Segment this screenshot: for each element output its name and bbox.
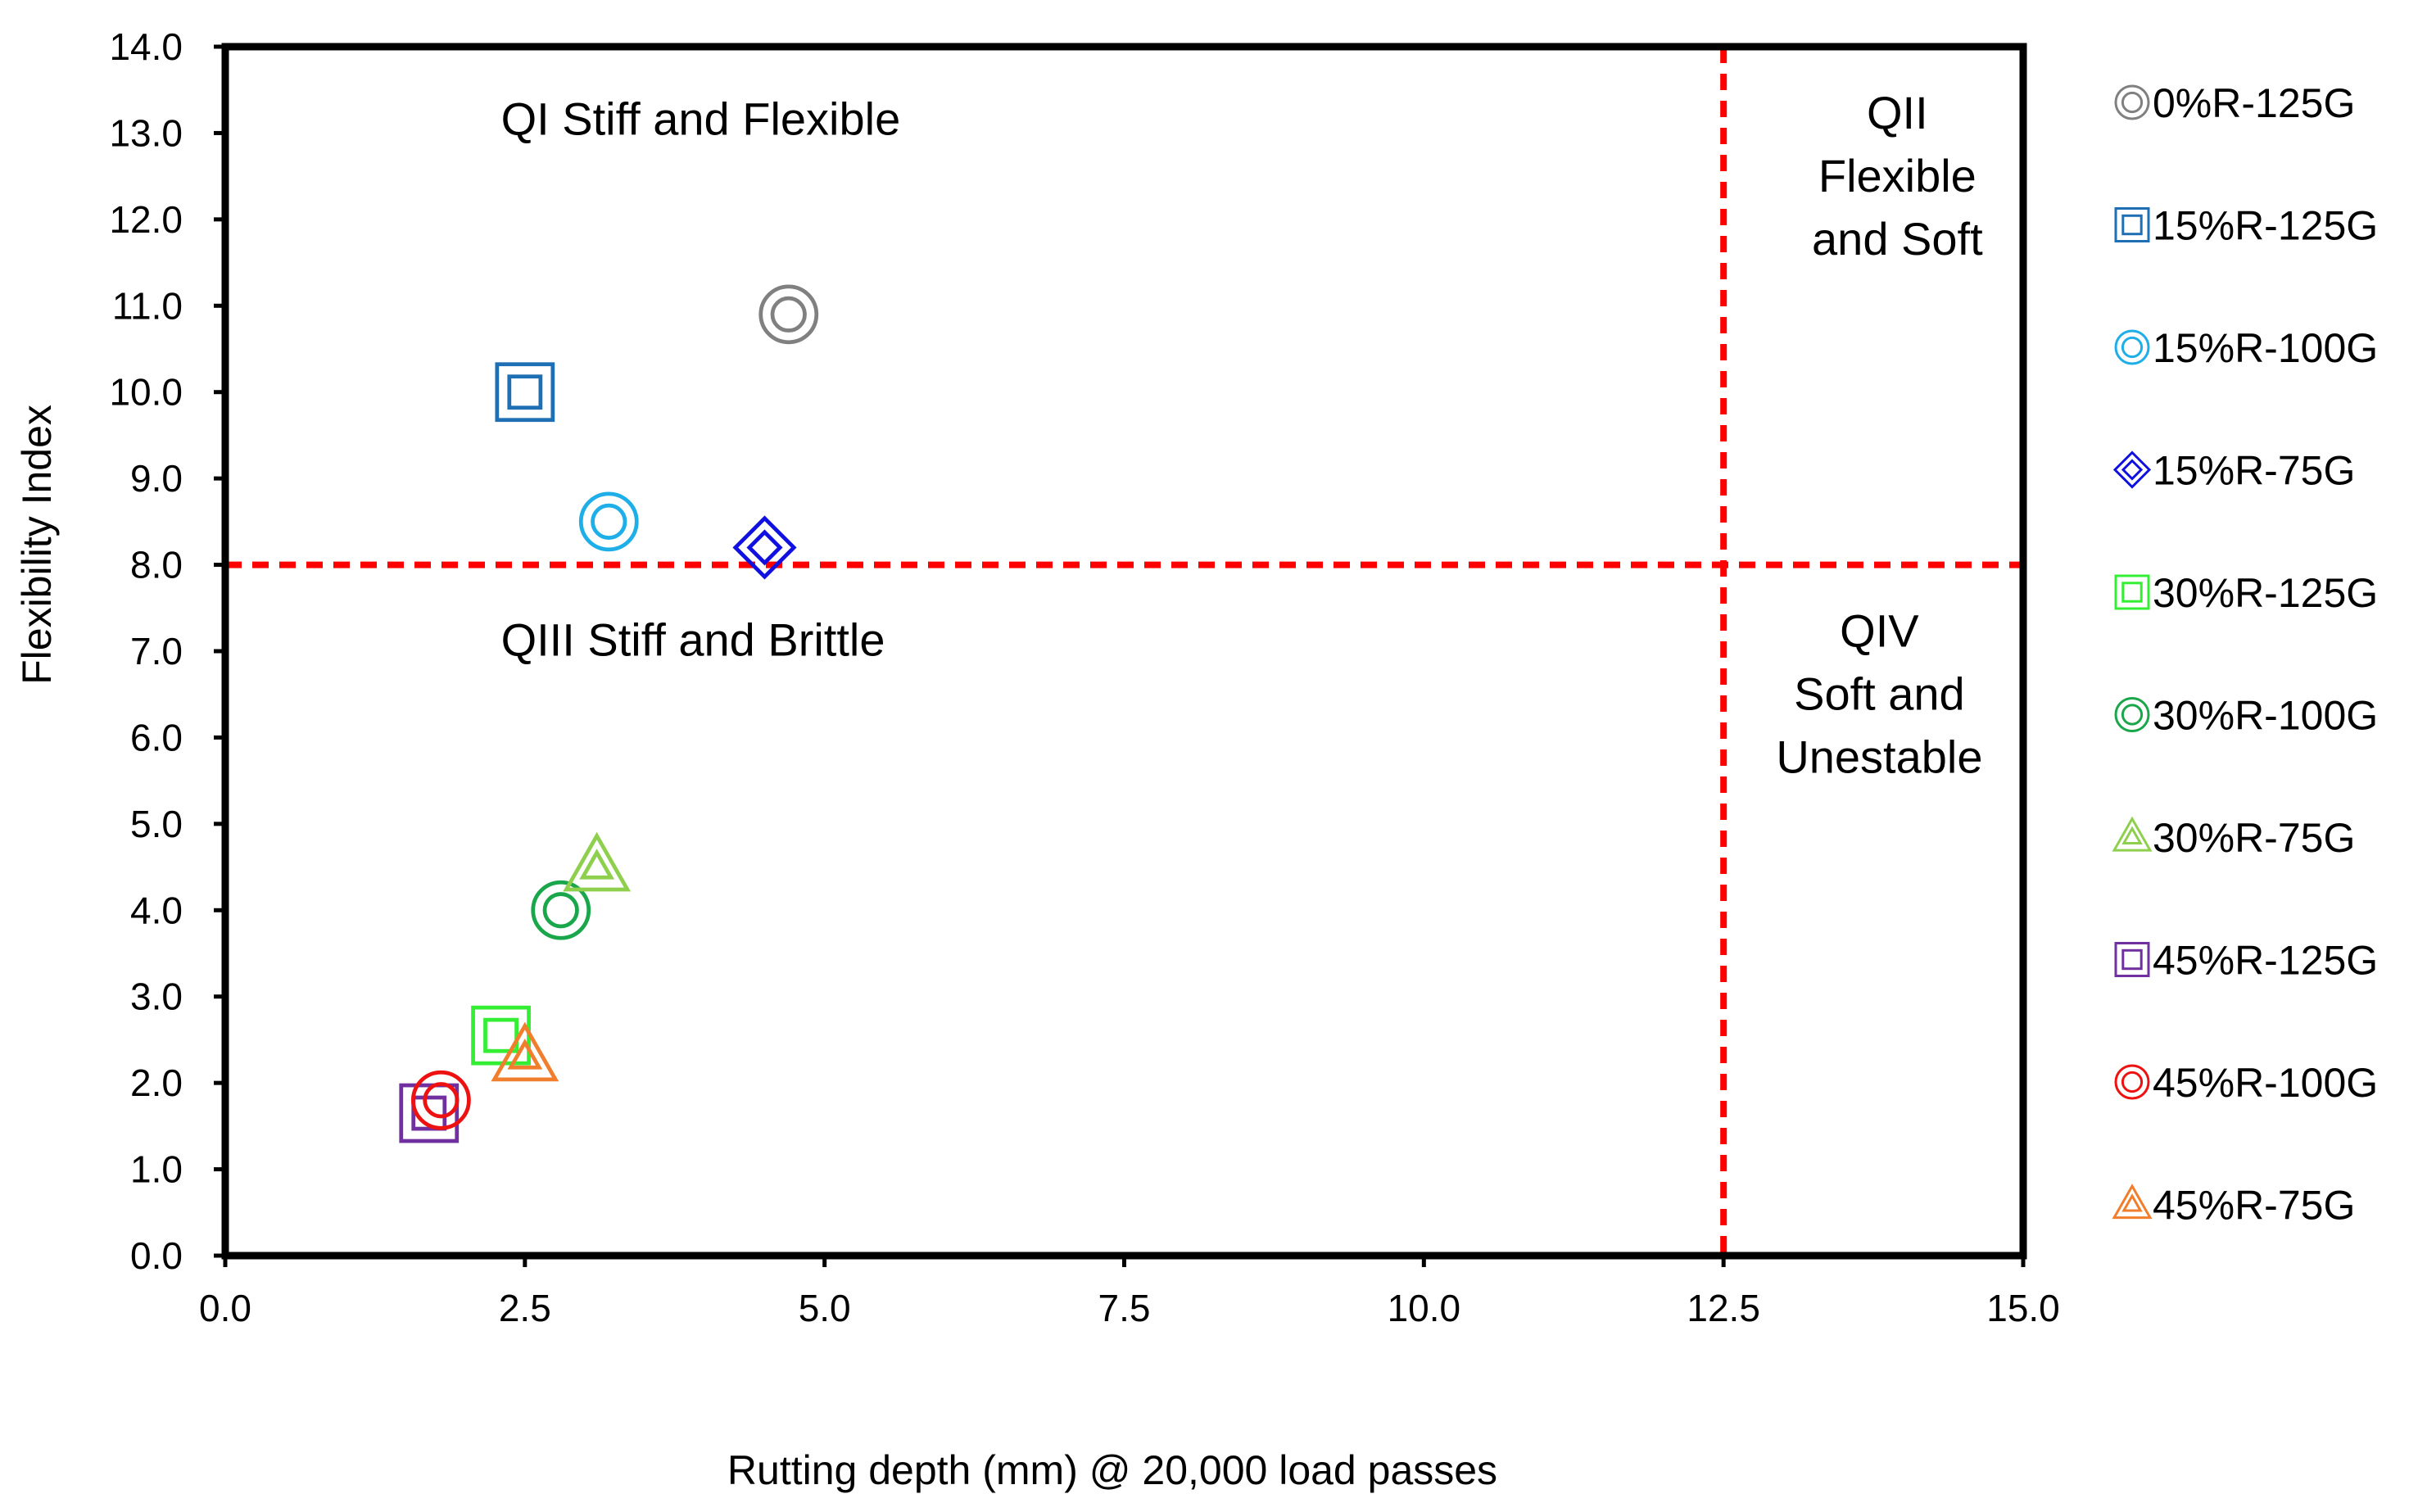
quadrant-label: QIV Soft and Unestable [1776, 605, 1982, 783]
x-tick-label: 5.0 [799, 1287, 851, 1329]
legend-item: 15%R-100G [2114, 325, 2378, 371]
data-point [491, 1021, 559, 1082]
legend-item: 30%R-125G [2114, 570, 2378, 616]
legend-label: 30%R-125G [2153, 570, 2378, 616]
legend-label: 15%R-75G [2153, 448, 2355, 494]
y-tick-label: 13.0 [109, 111, 183, 154]
data-point [578, 491, 639, 552]
y-tick-label: 3.0 [130, 976, 183, 1018]
reference-lines [225, 47, 2023, 1256]
legend-marker [2114, 207, 2150, 242]
x-axis-title: Rutting depth (mm) @ 20,000 load passes [727, 1447, 1497, 1493]
legend-item: 0%R-125G [2114, 80, 2355, 126]
x-tick-label: 2.5 [499, 1287, 551, 1329]
legend-item: 30%R-75G [2112, 815, 2355, 861]
x-tick-label: 10.0 [1388, 1287, 1461, 1329]
legend-label: 30%R-75G [2153, 815, 2355, 861]
legend-label: 30%R-100G [2153, 693, 2378, 739]
legend-item: 45%R-125G [2114, 938, 2378, 984]
quadrant-labels: QI Stiff and Flexible QII Flexible and Soft… [501, 87, 1984, 783]
legend-marker [2112, 816, 2153, 852]
data-point [732, 515, 797, 580]
data-point [399, 1083, 460, 1143]
data-point [411, 1070, 471, 1130]
x-tick-label: 0.0 [199, 1287, 251, 1329]
y-tick-label: 10.0 [109, 371, 183, 414]
legend-label: 15%R-125G [2153, 203, 2378, 249]
legend-item: 45%R-100G [2114, 1060, 2378, 1106]
y-tick-label: 2.0 [130, 1062, 183, 1104]
y-axis-title: Flexibility Index [14, 405, 60, 685]
x-tick-label: 12.5 [1687, 1287, 1760, 1329]
legend-marker [2114, 697, 2150, 732]
x-tick-label: 15.0 [1986, 1287, 2060, 1329]
legend-marker [2114, 329, 2150, 365]
y-tick-label: 6.0 [130, 716, 183, 758]
legend-label: 15%R-100G [2153, 325, 2378, 371]
data-point [563, 831, 632, 892]
data-points [399, 284, 819, 1143]
legend-marker [2112, 1184, 2153, 1220]
quadrant-label: QII Flexible and Soft [1812, 87, 1983, 265]
y-tick-label: 8.0 [130, 544, 183, 586]
data-point [531, 880, 591, 940]
legend: 0%R-125G 15%R-125G 15%R-100G 15%R-75G 30%R-1… [2112, 80, 2378, 1229]
x-axis-ticks: 0.0 2.5 5.0 7.5 10.0 12.5 15.0 [199, 1256, 2060, 1329]
legend-item: 45%R-75G [2112, 1183, 2355, 1229]
legend-marker [2114, 84, 2150, 120]
legend-item: 15%R-125G [2114, 203, 2378, 249]
quadrant-label: QIII Stiff and Brittle [501, 613, 885, 665]
y-tick-label: 11.0 [112, 284, 183, 327]
quadrant-label: QI Stiff and Flexible [501, 93, 901, 145]
y-tick-label: 12.0 [109, 198, 183, 241]
data-point [495, 362, 555, 423]
data-point [758, 284, 819, 345]
legend-marker [2112, 450, 2152, 489]
x-tick-label: 7.5 [1098, 1287, 1151, 1329]
y-tick-label: 4.0 [130, 889, 183, 931]
legend-item: 30%R-100G [2114, 693, 2378, 739]
y-tick-label: 0.0 [130, 1234, 183, 1277]
legend-marker [2114, 1064, 2150, 1100]
y-tick-label: 5.0 [130, 803, 183, 845]
legend-label: 45%R-75G [2153, 1183, 2355, 1229]
legend-marker [2114, 942, 2150, 977]
y-axis-ticks: 0.0 1.0 2.0 3.0 4.0 5.0 6.0 7.0 8.0 9.0 10.0 11.0 12… [109, 25, 225, 1277]
y-tick-label: 14.0 [109, 25, 183, 68]
legend-label: 0%R-125G [2153, 80, 2355, 126]
legend-label: 45%R-100G [2153, 1060, 2378, 1106]
plot-area-frame [221, 43, 2027, 1260]
y-tick-label: 7.0 [130, 630, 183, 672]
legend-marker [2114, 574, 2150, 610]
legend-label: 45%R-125G [2153, 938, 2378, 984]
y-tick-label: 1.0 [130, 1148, 183, 1191]
legend-item: 15%R-75G [2112, 448, 2355, 494]
y-tick-label: 9.0 [130, 457, 183, 500]
